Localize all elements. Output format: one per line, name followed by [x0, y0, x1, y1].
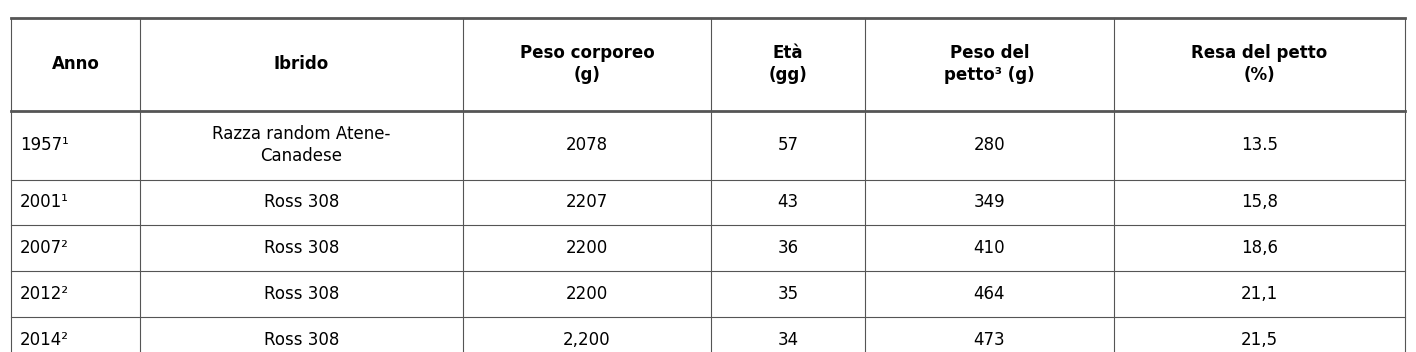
Text: 2200: 2200 [566, 285, 607, 303]
Text: Anno: Anno [52, 55, 99, 73]
Text: 2200: 2200 [566, 239, 607, 257]
Text: 15,8: 15,8 [1240, 193, 1277, 212]
Text: 410: 410 [974, 239, 1005, 257]
Text: 34: 34 [777, 331, 799, 349]
Text: Peso del
petto³ (g): Peso del petto³ (g) [944, 44, 1035, 84]
Text: 349: 349 [974, 193, 1005, 212]
Text: 13.5: 13.5 [1240, 136, 1277, 154]
Text: Ibrido: Ibrido [273, 55, 329, 73]
Text: 2078: 2078 [566, 136, 607, 154]
Text: Peso corporeo
(g): Peso corporeo (g) [520, 44, 654, 84]
Text: 280: 280 [974, 136, 1005, 154]
Text: 36: 36 [777, 239, 799, 257]
Text: 1957¹: 1957¹ [20, 136, 68, 154]
Text: 2207: 2207 [566, 193, 607, 212]
Text: 57: 57 [777, 136, 799, 154]
Text: 43: 43 [777, 193, 799, 212]
Text: 21,5: 21,5 [1240, 331, 1277, 349]
Text: Ross 308: Ross 308 [263, 239, 340, 257]
Text: Età
(gg): Età (gg) [769, 44, 807, 84]
Text: 473: 473 [974, 331, 1005, 349]
Text: 35: 35 [777, 285, 799, 303]
Text: 2,200: 2,200 [564, 331, 610, 349]
Text: 2001¹: 2001¹ [20, 193, 69, 212]
Text: Ross 308: Ross 308 [263, 193, 340, 212]
Text: 2007²: 2007² [20, 239, 69, 257]
Text: Ross 308: Ross 308 [263, 331, 340, 349]
Text: Ross 308: Ross 308 [263, 285, 340, 303]
Text: Resa del petto
(%): Resa del petto (%) [1191, 44, 1327, 84]
Text: 21,1: 21,1 [1240, 285, 1277, 303]
Text: 464: 464 [974, 285, 1005, 303]
Text: 18,6: 18,6 [1240, 239, 1277, 257]
Text: Razza random Atene-
Canadese: Razza random Atene- Canadese [212, 125, 391, 165]
Text: 2012²: 2012² [20, 285, 69, 303]
Text: 2014²: 2014² [20, 331, 69, 349]
